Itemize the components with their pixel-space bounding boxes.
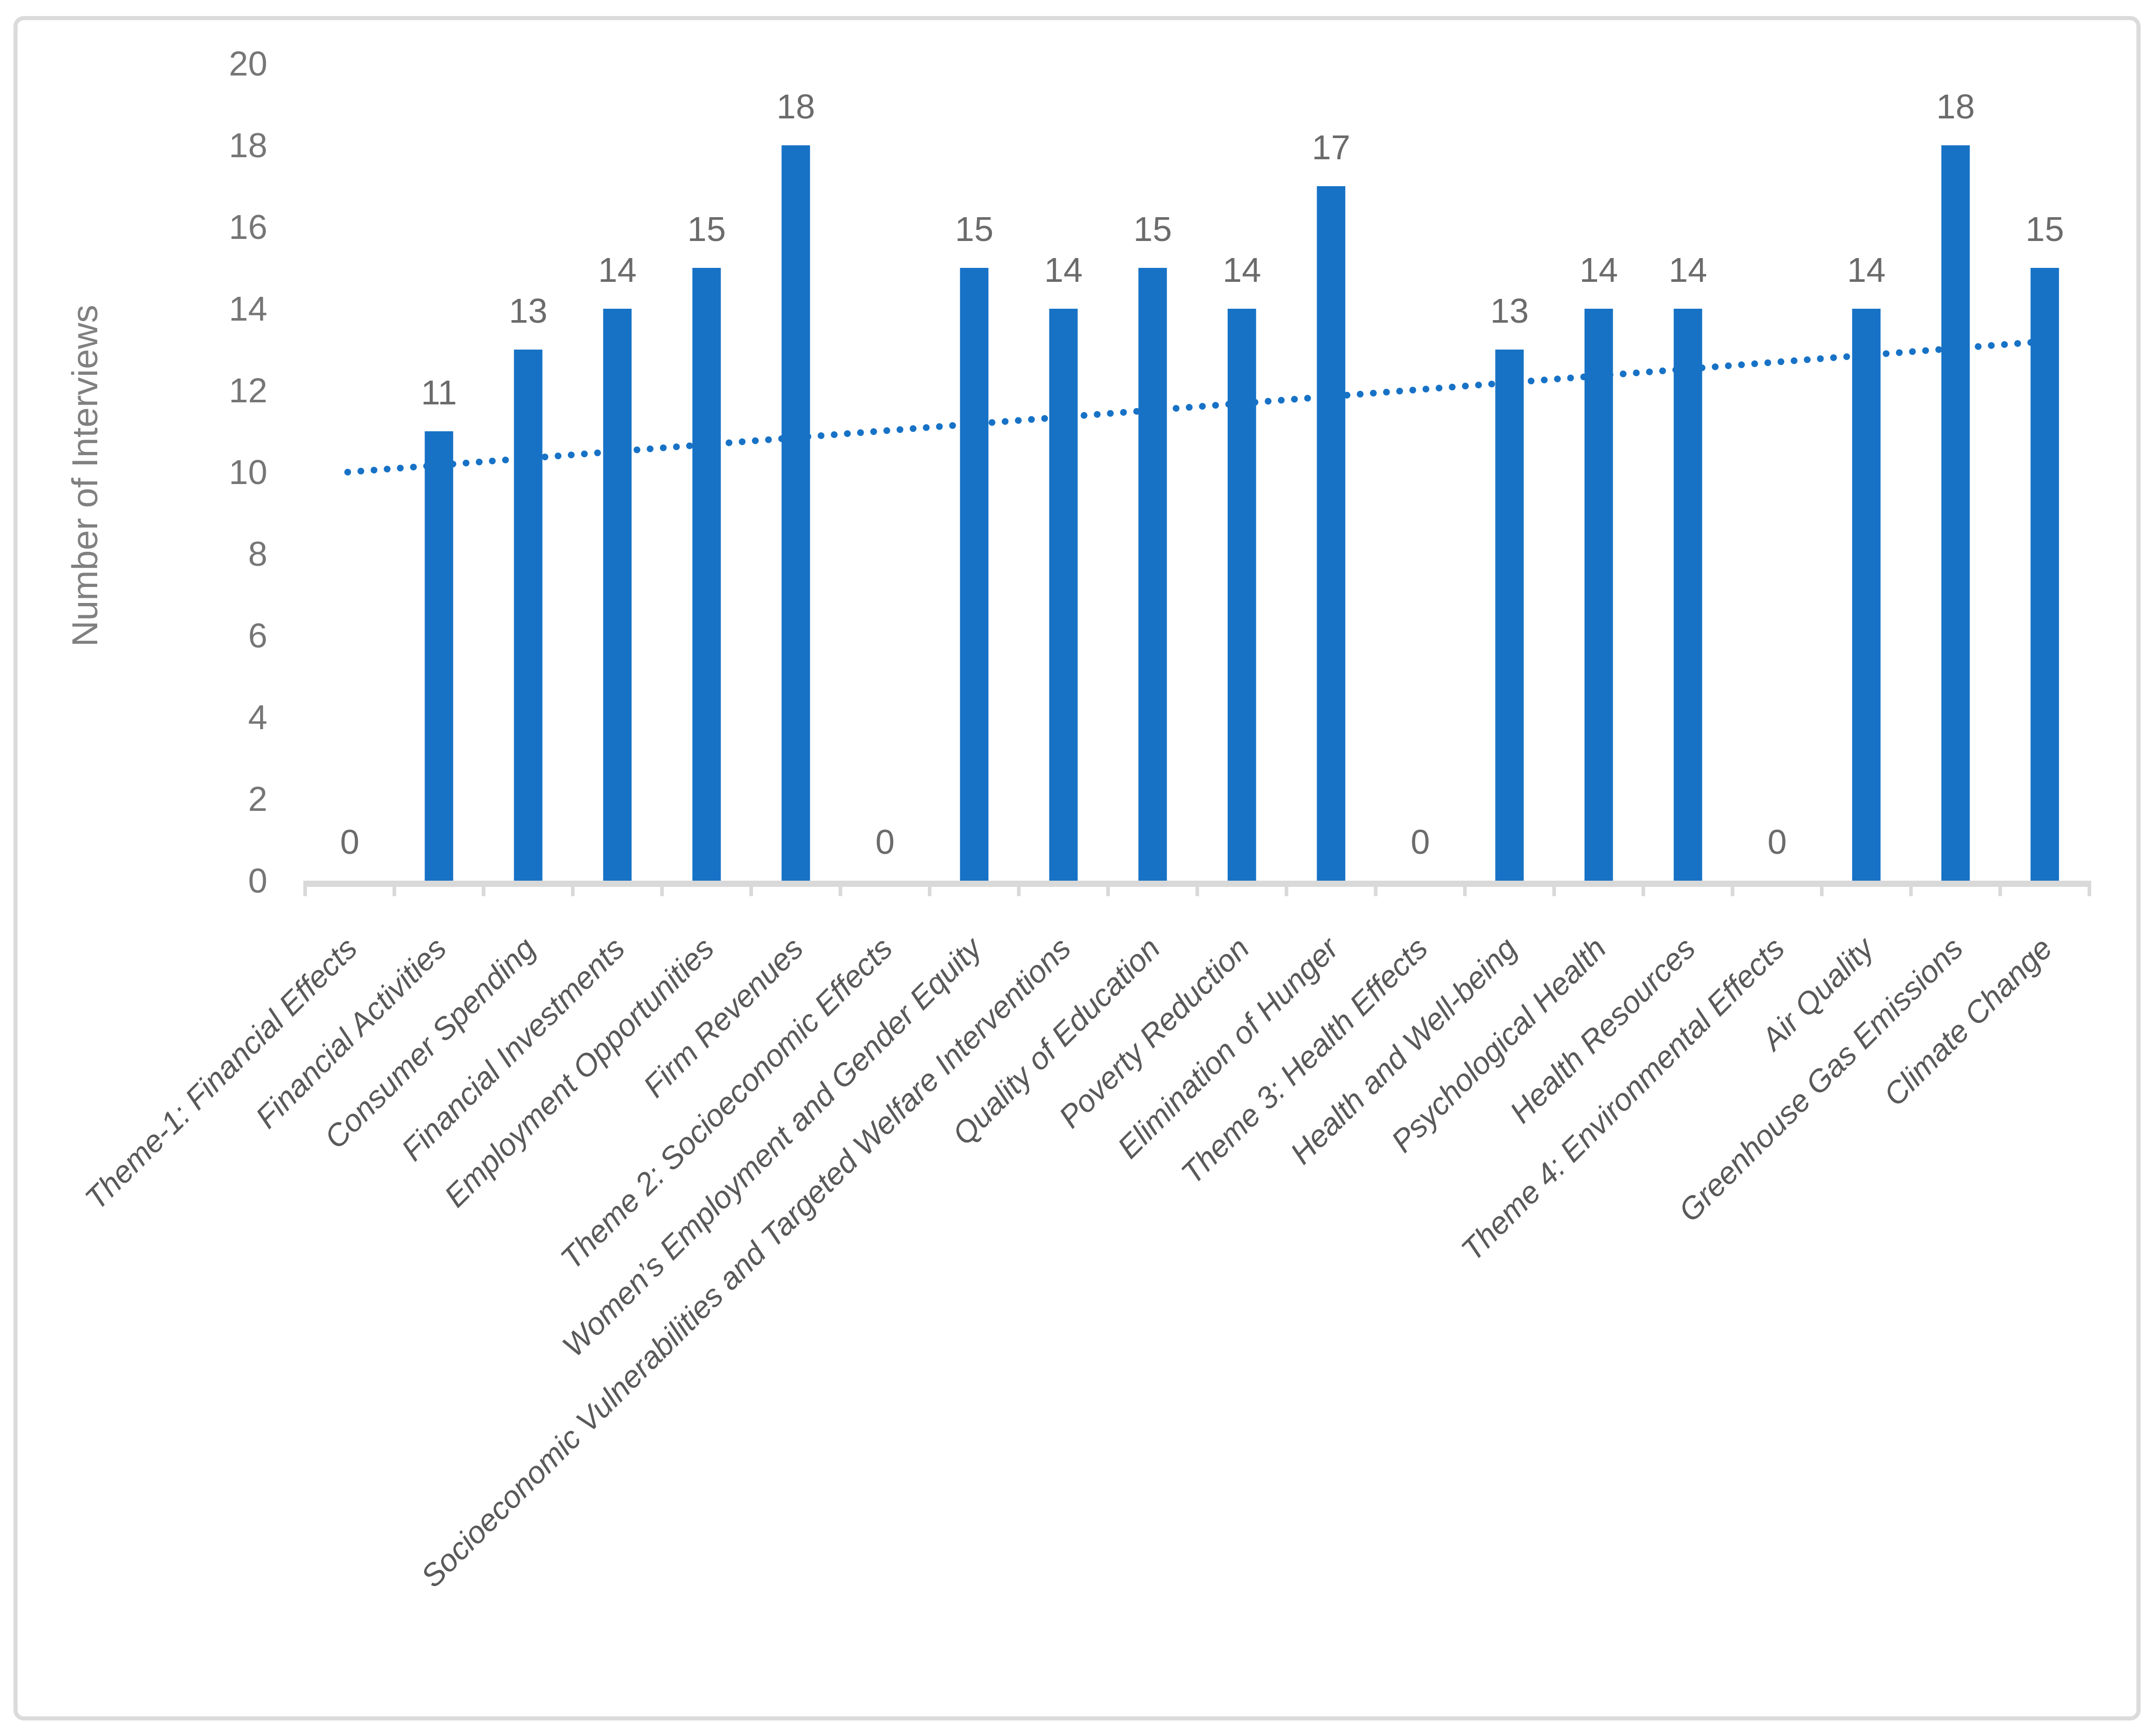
y-tick-label: 18: [229, 126, 267, 165]
y-axis-title: Number of Interviews: [65, 305, 105, 646]
bar-value-label: 18: [1936, 87, 1975, 126]
y-tick-label: 2: [248, 780, 267, 819]
x-axis-label: Theme 4: Environmental Effects: [1454, 931, 1791, 1267]
x-axis-tick: [1374, 881, 1378, 896]
bar: [514, 350, 543, 881]
bar: [1584, 309, 1613, 881]
y-tick-label: 6: [248, 616, 267, 655]
bar-value-label: 17: [1312, 128, 1350, 167]
bar-value-label: 15: [2025, 210, 2064, 249]
bar: [1941, 145, 1970, 881]
bar-value-label: 15: [1133, 210, 1172, 249]
bar-value-label: 13: [509, 292, 548, 330]
bar: [1138, 268, 1167, 881]
x-axis-tick: [838, 881, 842, 896]
y-tick-label: 14: [229, 290, 267, 328]
y-tick-label: 0: [248, 862, 267, 900]
x-axis-tick: [1195, 881, 1199, 896]
bar: [960, 268, 989, 881]
x-axis-label: Theme 2: Socioeconomic Effects: [554, 931, 899, 1276]
x-axis-tick: [1730, 881, 1735, 896]
bar: [1852, 309, 1881, 881]
bar: [1227, 309, 1256, 881]
bar-value-label: 0: [876, 823, 895, 862]
bar: [1674, 309, 1703, 881]
bar: [781, 145, 810, 881]
bar: [425, 431, 454, 881]
trendline: [344, 338, 2049, 476]
bar-value-label: 15: [687, 210, 726, 249]
bar-value-label: 14: [1668, 251, 1707, 290]
bar-value-label: 18: [776, 87, 815, 126]
x-axis-tick: [1106, 881, 1110, 896]
x-axis-tick: [571, 881, 575, 896]
bar: [692, 268, 721, 881]
x-axis-tick: [1552, 881, 1556, 896]
y-tick-label: 16: [229, 208, 267, 247]
bar-value-label: 14: [1847, 251, 1886, 290]
x-axis-tick: [2087, 881, 2091, 896]
y-tick-label: 4: [248, 698, 267, 737]
bar-value-label: 15: [955, 210, 993, 249]
bar-value-label: 14: [1044, 251, 1083, 290]
x-axis-tick: [1642, 881, 1645, 896]
x-axis-tick: [1463, 881, 1467, 896]
bar: [2030, 268, 2059, 881]
x-axis-tick: [393, 881, 396, 896]
bar: [1317, 186, 1346, 881]
y-tick-label: 12: [229, 371, 267, 410]
x-axis-tick: [1820, 881, 1824, 896]
bar-value-label: 14: [1223, 251, 1261, 290]
x-axis-tick: [1909, 881, 1913, 896]
x-axis-label: Climate Change: [1877, 931, 2059, 1113]
bar-value-label: 11: [421, 373, 457, 412]
x-axis-label: Firm Revenues: [637, 931, 810, 1104]
bar-value-label: 13: [1490, 292, 1529, 330]
x-axis-label: Women’s Employment and Gender Equity: [555, 929, 989, 1363]
y-tick-label: 8: [248, 535, 267, 573]
bar: [603, 309, 632, 881]
bar-value-label: 14: [598, 251, 637, 290]
y-tick-label: 20: [229, 44, 267, 83]
x-axis-tick: [481, 881, 486, 896]
x-axis-tick: [1017, 881, 1021, 896]
x-axis-tick: [749, 881, 753, 896]
bar: [1495, 350, 1524, 881]
bar-value-label: 14: [1579, 251, 1618, 290]
bar: [1049, 309, 1078, 881]
bar-value-label: 0: [1768, 823, 1787, 862]
chart-border: [13, 16, 2141, 1720]
x-axis-tick: [1285, 881, 1288, 896]
x-axis-tick: [928, 881, 931, 896]
y-tick-label: 10: [229, 453, 267, 492]
x-axis-tick: [660, 881, 664, 896]
bar-value-label: 0: [1411, 823, 1430, 862]
bar-value-label: 0: [340, 823, 359, 862]
x-axis-tick: [303, 881, 307, 896]
x-axis-tick: [1998, 881, 2002, 896]
